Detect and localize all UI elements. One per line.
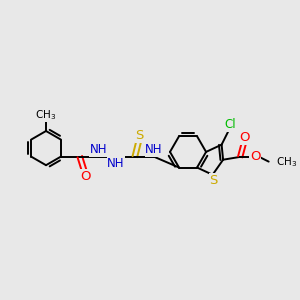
Text: O: O xyxy=(250,150,261,164)
Text: O: O xyxy=(80,170,91,183)
Text: NH: NH xyxy=(145,143,163,157)
Text: S: S xyxy=(209,174,218,187)
Text: CH$_3$: CH$_3$ xyxy=(276,155,298,169)
Text: O: O xyxy=(240,131,250,144)
Text: CH$_3$: CH$_3$ xyxy=(35,108,57,122)
Text: Cl: Cl xyxy=(224,118,236,131)
Text: NH: NH xyxy=(107,157,124,170)
Text: S: S xyxy=(135,129,144,142)
Text: NH: NH xyxy=(90,143,107,157)
